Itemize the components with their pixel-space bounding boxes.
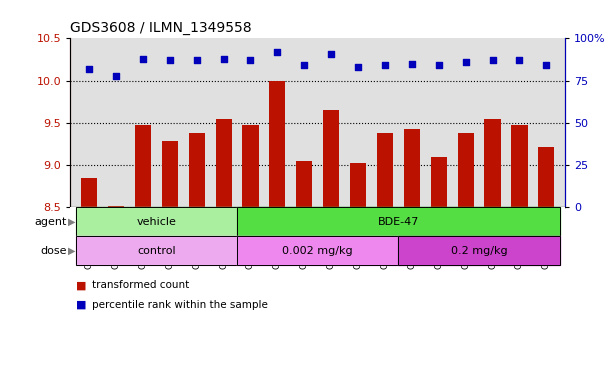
Text: 0.2 mg/kg: 0.2 mg/kg [451,245,507,256]
Bar [404,129,420,207]
Bar [377,133,393,207]
Bar [237,236,398,265]
Bar [76,236,237,265]
Text: 0.002 mg/kg: 0.002 mg/kg [282,245,353,256]
Point [326,51,336,57]
Point [246,57,255,63]
Bar [296,161,312,207]
Bar [216,119,232,207]
Bar [431,157,447,207]
Point [192,57,202,63]
Text: transformed count: transformed count [92,280,189,290]
Bar [237,207,560,236]
Point [461,59,470,65]
Bar [485,119,500,207]
Point [488,57,497,63]
Point [299,62,309,68]
Text: ▶: ▶ [68,217,76,227]
Bar [76,236,237,265]
Bar [538,147,554,207]
Text: agent: agent [35,217,67,227]
Point [165,57,175,63]
Bar [350,162,366,207]
Point [514,57,524,63]
Bar [237,207,560,236]
Bar [398,236,560,265]
Point [138,56,148,62]
Bar [76,207,237,236]
Text: dose: dose [41,245,67,256]
Bar [323,110,339,207]
Bar [237,236,398,265]
Bar [76,207,237,236]
Point [434,62,444,68]
Bar [189,133,205,207]
Text: GDS3608 / ILMN_1349558: GDS3608 / ILMN_1349558 [70,21,252,35]
Point [380,62,390,68]
Text: percentile rank within the sample: percentile rank within the sample [92,300,268,310]
Bar [162,141,178,207]
Text: control: control [137,245,175,256]
Text: vehicle: vehicle [136,217,177,227]
Point [219,56,229,62]
Bar [458,133,474,207]
Text: ■: ■ [76,300,87,310]
Bar [269,81,285,207]
Point [353,64,363,70]
Text: ■: ■ [76,280,87,290]
Point [541,62,551,68]
Bar [135,126,151,207]
Bar [511,126,527,207]
Point [84,66,94,72]
Point [111,73,121,79]
Bar [108,206,124,207]
Bar [398,236,560,265]
Bar [81,178,97,207]
Bar [243,126,258,207]
Text: ▶: ▶ [68,245,76,256]
Point [273,49,282,55]
Point [407,61,417,67]
Text: BDE-47: BDE-47 [378,217,419,227]
